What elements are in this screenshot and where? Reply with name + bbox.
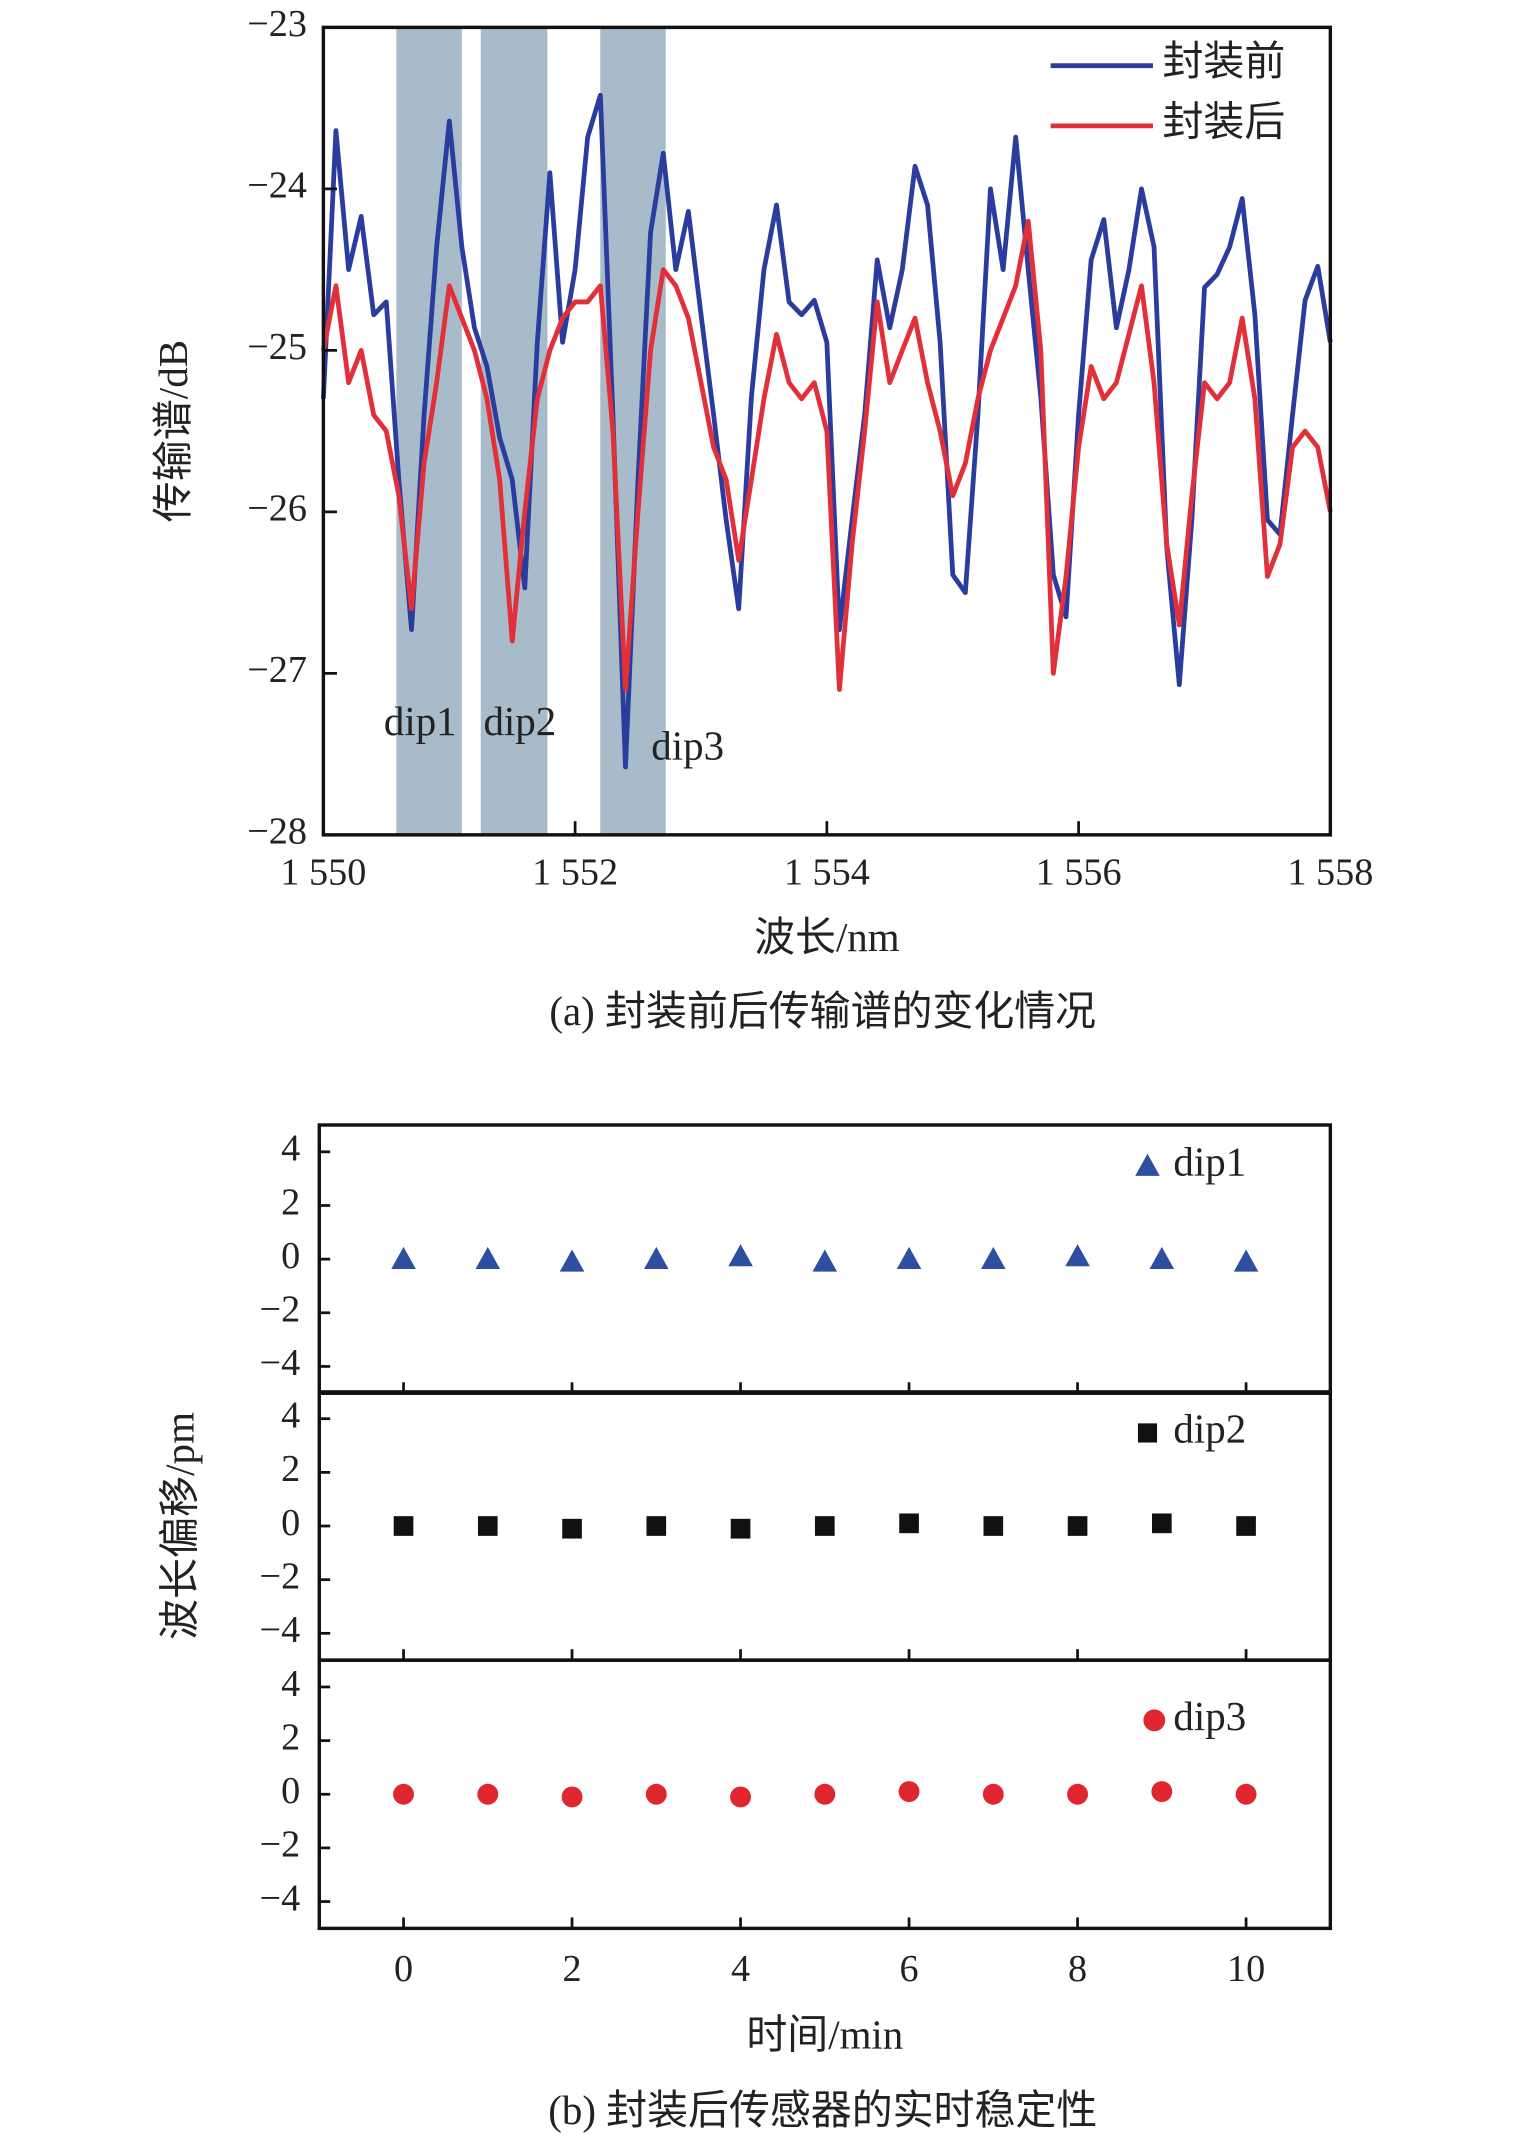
point <box>393 1516 414 1536</box>
point <box>1236 1516 1256 1536</box>
y-tick-label: 4 <box>281 1128 300 1170</box>
y-axis-title: 传输谱/dB <box>150 340 196 522</box>
point <box>1149 1246 1175 1269</box>
legend-label: dip2 <box>1173 1405 1246 1451</box>
y-tick-label: −4 <box>260 1877 301 1919</box>
y-tick-label: 2 <box>281 1716 300 1758</box>
point <box>982 1783 1004 1805</box>
y-tick-label: −2 <box>260 1555 301 1597</box>
series-line <box>320 92 1333 770</box>
point <box>1235 1783 1257 1805</box>
point <box>562 1518 582 1539</box>
x-tick-label: 1 556 <box>1036 852 1122 894</box>
x-tick-label: 0 <box>394 1948 413 1990</box>
x-tick-label: 4 <box>731 1948 750 1990</box>
legend-label: 封装后 <box>1163 98 1286 144</box>
y-axis-title: 波长偏移/pm <box>157 1412 203 1640</box>
x-tick-label: 8 <box>1068 1948 1087 1990</box>
y-tick-label: −2 <box>260 1289 301 1331</box>
series-line <box>321 218 1333 692</box>
y-tick-label: 2 <box>281 1181 300 1223</box>
y-tick-label: −4 <box>260 1342 301 1384</box>
point <box>645 1783 667 1805</box>
legend-label: 封装前 <box>1163 38 1286 84</box>
point <box>475 1246 501 1269</box>
y-tick-label: −26 <box>247 488 307 530</box>
point <box>644 1246 669 1269</box>
y-tick-label: 2 <box>281 1448 300 1490</box>
point <box>561 1786 583 1808</box>
point <box>391 1246 416 1269</box>
point <box>812 1249 838 1272</box>
point <box>896 1246 922 1269</box>
dip-label: dip2 <box>483 698 556 744</box>
y-tick-label: −4 <box>260 1609 301 1651</box>
point <box>814 1783 836 1805</box>
point <box>1067 1783 1089 1805</box>
point <box>899 1513 919 1534</box>
y-tick-label: 4 <box>281 1663 300 1705</box>
point <box>393 1783 414 1805</box>
legend-marker <box>1135 1153 1160 1176</box>
y-tick-label: −27 <box>247 649 307 691</box>
x-axis-title: 波长/nm <box>754 914 900 960</box>
point <box>728 1244 753 1267</box>
y-tick-label: −28 <box>247 811 307 853</box>
point <box>477 1516 498 1536</box>
caption: (a) 封装前后传输谱的变化情况 <box>549 988 1096 1034</box>
point <box>646 1516 667 1536</box>
legend-marker <box>1143 1709 1166 1732</box>
legend-label: dip3 <box>1173 1693 1246 1739</box>
point <box>1151 1781 1173 1803</box>
x-tick-label: 10 <box>1227 1948 1265 1990</box>
y-tick-label: 0 <box>281 1502 300 1544</box>
point <box>1233 1249 1259 1272</box>
legend-marker <box>1137 1423 1158 1443</box>
point <box>898 1781 920 1803</box>
x-tick-label: 1 550 <box>280 852 366 894</box>
point <box>1067 1516 1088 1536</box>
x-tick-label: 2 <box>562 1948 581 1990</box>
point <box>981 1246 1006 1269</box>
x-tick-label: 6 <box>900 1948 919 1990</box>
y-tick-label: −2 <box>260 1824 301 1866</box>
y-tick-label: 4 <box>281 1394 300 1436</box>
dip-label: dip3 <box>651 722 724 768</box>
caption: (b) 封装后传感器的实时稳定性 <box>548 2087 1097 2133</box>
highlight-band <box>600 27 666 835</box>
legend-label: dip1 <box>1173 1138 1246 1184</box>
y-tick-label: −23 <box>247 3 307 45</box>
point <box>1065 1244 1090 1267</box>
x-tick-label: 1 558 <box>1287 852 1373 894</box>
y-tick-label: −25 <box>247 326 307 368</box>
point <box>559 1249 585 1272</box>
y-tick-label: 0 <box>281 1235 300 1277</box>
y-tick-label: −24 <box>247 165 307 207</box>
dip-label: dip1 <box>384 698 457 744</box>
point <box>477 1783 499 1805</box>
point <box>814 1516 835 1536</box>
x-tick-label: 1 552 <box>532 852 618 894</box>
point <box>983 1516 1004 1536</box>
point <box>730 1518 751 1539</box>
point <box>1152 1513 1172 1534</box>
y-tick-label: 0 <box>281 1770 300 1812</box>
x-tick-label: 1 554 <box>784 852 870 894</box>
x-axis-title: 时间/min <box>746 2012 903 2058</box>
point <box>730 1786 751 1808</box>
